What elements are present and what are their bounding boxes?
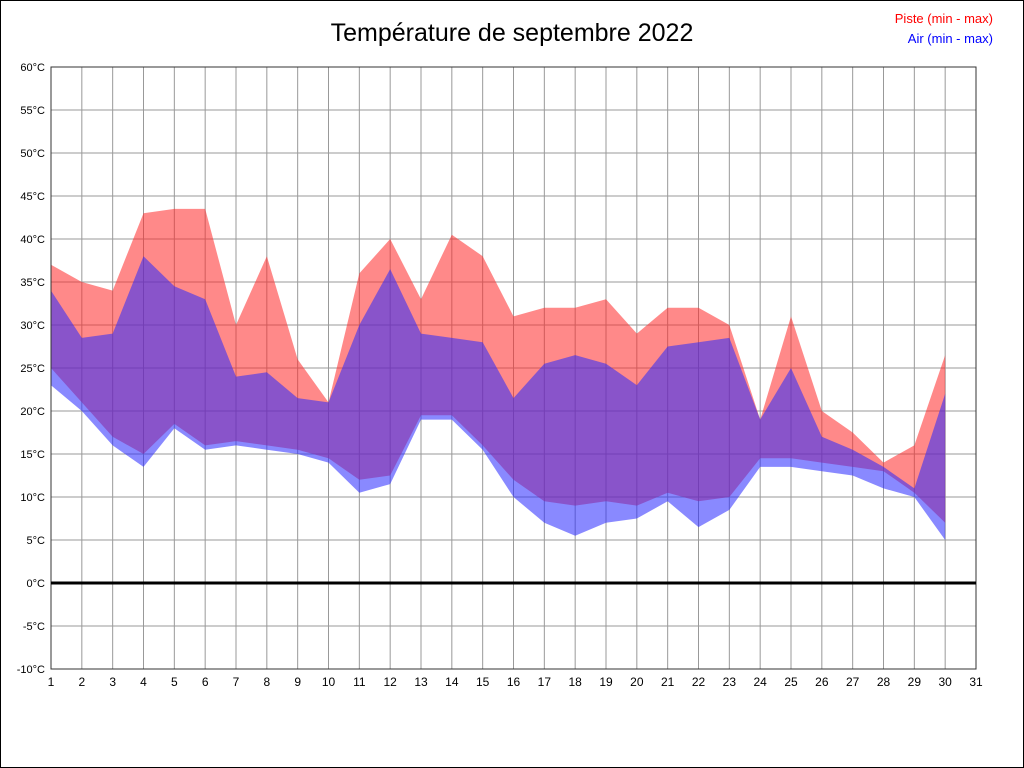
svg-text:50°C: 50°C xyxy=(20,148,45,160)
svg-text:12: 12 xyxy=(383,675,397,689)
svg-text:40°C: 40°C xyxy=(20,234,45,246)
svg-text:25°C: 25°C xyxy=(20,363,45,375)
svg-text:21: 21 xyxy=(661,675,675,689)
svg-text:18: 18 xyxy=(568,675,582,689)
svg-text:29: 29 xyxy=(908,675,922,689)
svg-text:10°C: 10°C xyxy=(20,492,45,504)
svg-text:30: 30 xyxy=(938,675,952,689)
svg-text:14: 14 xyxy=(445,675,459,689)
svg-text:11: 11 xyxy=(353,675,366,689)
chart-legend: Piste (min - max) Air (min - max) xyxy=(895,9,993,49)
svg-text:4: 4 xyxy=(140,675,147,689)
legend-item-air: Air (min - max) xyxy=(907,31,993,46)
svg-text:27: 27 xyxy=(846,675,860,689)
svg-text:5°C: 5°C xyxy=(27,535,46,547)
svg-text:10: 10 xyxy=(322,675,336,689)
chart-title: Température de septembre 2022 xyxy=(330,19,694,47)
svg-text:35°C: 35°C xyxy=(20,277,45,289)
svg-text:7: 7 xyxy=(233,675,240,689)
svg-text:45°C: 45°C xyxy=(20,191,45,203)
svg-text:-5°C: -5°C xyxy=(23,621,45,633)
svg-text:6: 6 xyxy=(202,675,209,689)
svg-text:20: 20 xyxy=(630,675,644,689)
svg-text:25: 25 xyxy=(784,675,798,689)
svg-text:8: 8 xyxy=(263,675,270,689)
svg-text:3: 3 xyxy=(109,675,116,689)
svg-text:26: 26 xyxy=(815,675,829,689)
svg-text:19: 19 xyxy=(599,675,613,689)
svg-text:23: 23 xyxy=(723,675,737,689)
svg-text:-10°C: -10°C xyxy=(17,664,45,676)
svg-text:55°C: 55°C xyxy=(20,105,45,117)
legend-item-piste: Piste (min - max) xyxy=(894,11,993,26)
svg-text:15°C: 15°C xyxy=(20,449,45,461)
svg-text:17: 17 xyxy=(538,675,552,689)
svg-text:16: 16 xyxy=(507,675,521,689)
svg-text:2: 2 xyxy=(78,675,85,689)
svg-text:28: 28 xyxy=(877,675,891,689)
svg-text:1: 1 xyxy=(48,675,55,689)
svg-text:13: 13 xyxy=(414,675,428,689)
svg-text:31: 31 xyxy=(969,675,983,689)
svg-text:0°C: 0°C xyxy=(27,578,46,590)
svg-text:9: 9 xyxy=(294,675,301,689)
svg-text:20°C: 20°C xyxy=(20,406,45,418)
svg-text:60°C: 60°C xyxy=(20,62,45,74)
svg-text:30°C: 30°C xyxy=(20,320,45,332)
svg-text:22: 22 xyxy=(692,675,706,689)
svg-text:24: 24 xyxy=(753,675,767,689)
svg-text:5: 5 xyxy=(171,675,178,689)
svg-text:15: 15 xyxy=(476,675,490,689)
